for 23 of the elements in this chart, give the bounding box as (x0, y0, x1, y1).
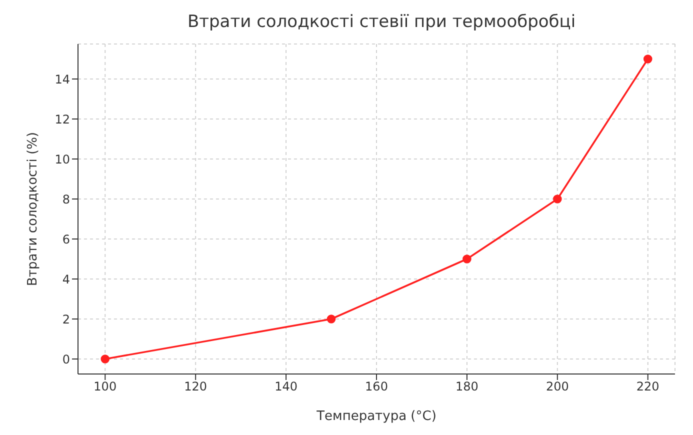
chart-title: Втрати солодкості стевії при термообробці (186, 11, 577, 34)
x-tick-label: 200 (546, 380, 569, 394)
y-tick-label: 6 (62, 232, 70, 246)
y-tick-label: 10 (54, 152, 70, 166)
point (100, 354, 110, 364)
x-tick-label: 160 (365, 380, 388, 394)
x-tick-label: 140 (274, 380, 298, 394)
y-tick-label: 12 (54, 112, 70, 126)
point (462, 254, 472, 264)
y-tick-label: 8 (62, 192, 70, 206)
point (553, 194, 562, 204)
x-axis-title: Температура (°C) (316, 409, 436, 424)
y-tick-label: 0 (62, 352, 70, 366)
x-tick-label: 100 (94, 380, 117, 394)
y-tick-label: 14 (54, 72, 70, 86)
point (326, 314, 336, 324)
y-tick-label: 2 (62, 312, 70, 326)
y-axis-title: Втрати солодкості (%) (26, 132, 41, 286)
x-tick-label: 220 (636, 380, 660, 394)
y-tick-label: 4 (62, 272, 70, 286)
x-tick-label: 180 (456, 380, 478, 394)
point (643, 54, 652, 64)
x-tick-label: 120 (184, 380, 208, 394)
